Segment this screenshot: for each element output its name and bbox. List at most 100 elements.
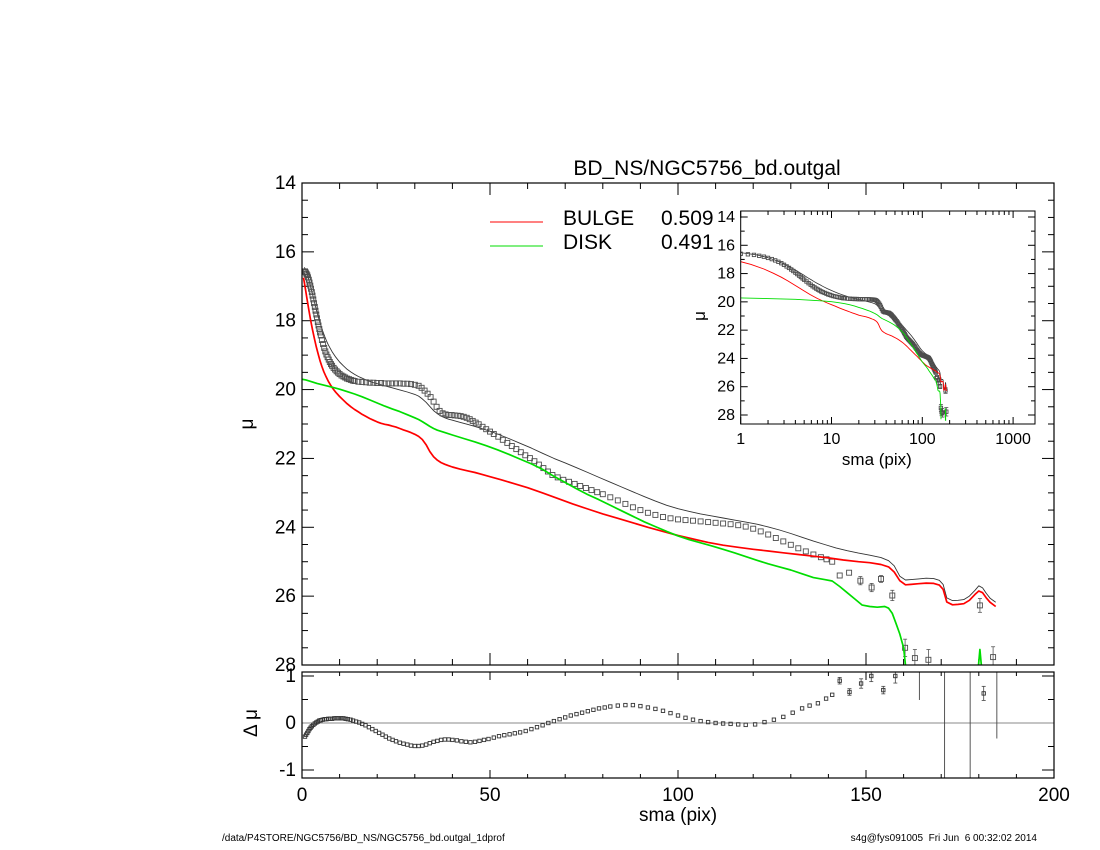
data-point-square bbox=[889, 592, 896, 599]
data-point-square bbox=[571, 480, 578, 487]
residual-point-square bbox=[336, 716, 341, 721]
inset-data-square bbox=[845, 296, 850, 301]
inset-data-square bbox=[740, 251, 743, 256]
data-point-square bbox=[742, 523, 749, 530]
data-point-square bbox=[347, 376, 354, 383]
residual-point-square bbox=[790, 710, 795, 715]
residual-point-square bbox=[459, 739, 464, 744]
data-point-square bbox=[508, 443, 515, 449]
data-point-square bbox=[513, 446, 520, 453]
xtick-label: 100 bbox=[662, 785, 694, 806]
residual-point-square bbox=[568, 713, 573, 718]
residual-point-square bbox=[752, 722, 758, 727]
residual-point-square bbox=[450, 737, 455, 743]
residual-point-square bbox=[720, 721, 726, 726]
data-point-square bbox=[902, 644, 909, 651]
residual-point-square bbox=[348, 717, 353, 722]
data-point-square bbox=[381, 380, 388, 387]
residual-point-square bbox=[442, 737, 448, 742]
inset-xtick-label: 1000 bbox=[995, 431, 1031, 448]
data-point-square bbox=[925, 656, 932, 663]
bulge-line bbox=[302, 277, 997, 608]
main-ytick-label: 14 bbox=[275, 173, 297, 194]
main-ytick-label: 26 bbox=[275, 586, 296, 607]
residual-panel-data bbox=[302, 672, 1054, 778]
residual-point-square bbox=[645, 705, 651, 710]
inset-data-square bbox=[847, 296, 853, 301]
data-point-square bbox=[374, 380, 381, 386]
data-point-square bbox=[308, 285, 314, 292]
inset-disk-line bbox=[740, 297, 942, 420]
residual-point-square bbox=[373, 728, 378, 734]
residual-point-square bbox=[393, 739, 399, 744]
data-point-square bbox=[526, 455, 533, 462]
residual-point-square bbox=[574, 711, 579, 717]
residual-point-square bbox=[660, 708, 666, 713]
residual-point-square bbox=[743, 722, 748, 728]
data-point-square bbox=[378, 380, 384, 386]
data-point-square bbox=[705, 519, 712, 526]
residual-point-square bbox=[585, 709, 590, 714]
data-point-square bbox=[366, 379, 373, 386]
residual-point-square bbox=[472, 739, 478, 744]
residual-ylabel-delta-mu: Δ μ bbox=[241, 709, 262, 737]
residual-point-square bbox=[705, 719, 711, 725]
data-point-square bbox=[802, 548, 809, 555]
inset-xtick-label: 10 bbox=[823, 431, 841, 448]
main-xlabel-sma: sma (pix) bbox=[639, 805, 717, 826]
data-point-square bbox=[355, 378, 362, 385]
data-point-square bbox=[675, 516, 681, 523]
main-panel-ticks bbox=[301, 182, 1055, 666]
data-point-square bbox=[667, 515, 674, 522]
residual-point-square bbox=[486, 736, 491, 742]
residual-panel: -1 0 1 Δ μ bbox=[241, 666, 1055, 781]
residual-point-square bbox=[981, 691, 986, 696]
data-point-square bbox=[400, 380, 407, 387]
residual-point-square bbox=[405, 742, 410, 747]
residual-point-square bbox=[837, 678, 842, 683]
data-point-square bbox=[780, 538, 787, 545]
xtick-label: 50 bbox=[479, 785, 500, 806]
data-point-square bbox=[448, 412, 455, 418]
residual-point-square bbox=[420, 743, 425, 748]
inset-data-square bbox=[745, 252, 751, 257]
data-point-square bbox=[338, 372, 345, 379]
legend: BULGE 0.509 DISK 0.491 bbox=[490, 207, 714, 254]
residual-point-square bbox=[345, 717, 351, 722]
data-point-square bbox=[637, 507, 644, 514]
residual-ytick-label: -1 bbox=[279, 760, 296, 781]
residual-point-square bbox=[847, 689, 852, 695]
main-ytick-label: 24 bbox=[275, 517, 297, 538]
inset-ytick-label: 20 bbox=[717, 294, 735, 311]
residual-point-square bbox=[591, 707, 596, 712]
data-point-square bbox=[878, 575, 884, 582]
residual-point-square bbox=[540, 723, 545, 728]
residual-point-square bbox=[397, 740, 402, 745]
main-ytick-label: 18 bbox=[275, 311, 296, 332]
inset-ytick-label: 26 bbox=[717, 379, 735, 396]
page-title: BD_NS/NGC5756_bd.outgal bbox=[573, 157, 841, 180]
residual-point-square bbox=[477, 738, 482, 744]
residual-point-square bbox=[551, 718, 557, 724]
main-panel-data bbox=[302, 267, 997, 665]
main-panel: 14 16 18 20 22 24 26 28 μ bbox=[237, 173, 1055, 676]
data-point-square bbox=[312, 307, 319, 314]
residual-point-square bbox=[869, 673, 874, 679]
data-point-square bbox=[427, 394, 434, 401]
residual-point-square bbox=[815, 701, 821, 706]
residual-point-square bbox=[507, 732, 512, 737]
residual-point-square bbox=[823, 696, 829, 701]
data-point-square bbox=[342, 374, 349, 381]
data-point-square bbox=[629, 504, 636, 511]
main-ytick-label: 16 bbox=[275, 242, 296, 263]
data-point-square bbox=[472, 419, 479, 426]
residual-point-square bbox=[683, 715, 688, 720]
main-ytick-label: 20 bbox=[275, 380, 296, 401]
residual-point-square bbox=[523, 728, 528, 734]
data-point-square bbox=[750, 525, 757, 532]
main-ylabel-mu: μ bbox=[237, 419, 258, 430]
data-point-square bbox=[304, 272, 311, 279]
residual-point-square bbox=[454, 738, 460, 743]
data-point-square bbox=[466, 416, 473, 423]
main-ytick-label: 28 bbox=[275, 655, 296, 676]
